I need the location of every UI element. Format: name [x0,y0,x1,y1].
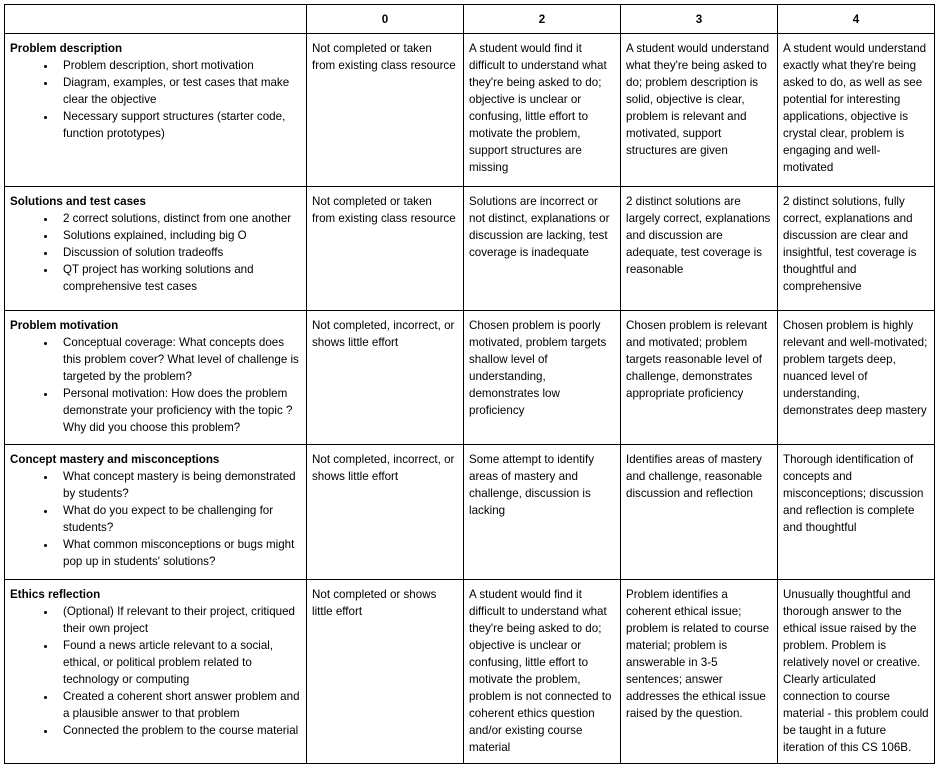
score-cell-4: A student would understand exactly what … [777,33,935,187]
criterion-title: Concept mastery and misconceptions [10,453,220,466]
score-cell-2: Solutions are incorrect or not distinct,… [463,186,621,311]
criterion-title: Solutions and test cases [10,195,146,208]
criterion-cell: Problem motivation Conceptual coverage: W… [4,310,307,445]
criterion-bullets: What concept mastery is being demonstrat… [10,468,301,570]
score-cell-2: Some attempt to identify areas of master… [463,444,621,580]
criterion-title: Problem motivation [10,319,119,332]
list-item: (Optional) If relevant to their project,… [57,603,301,637]
list-item: Necessary support structures (starter co… [57,108,301,142]
score-cell-3: A student would understand what they're … [620,33,778,187]
list-item: 2 correct solutions, distinct from one a… [57,210,301,227]
criterion-bullets: (Optional) If relevant to their project,… [10,603,301,739]
score-cell-3: 2 distinct solutions are largely correct… [620,186,778,311]
criterion-bullets: Conceptual coverage: What concepts does … [10,334,301,436]
list-item: Created a coherent short answer problem … [57,688,301,722]
header-score-3: 3 [620,4,778,34]
score-cell-0: Not completed, incorrect, or shows littl… [306,310,464,445]
list-item: Diagram, examples, or test cases that ma… [57,74,301,108]
criterion-bullets: Problem description, short motivationDia… [10,57,301,142]
criterion-cell: Problem description Problem description, … [4,33,307,187]
score-cell-2: A student would find it difficult to und… [463,579,621,764]
score-cell-3: Identifies areas of mastery and challeng… [620,444,778,580]
list-item: Problem description, short motivation [57,57,301,74]
header-criteria [4,4,307,34]
score-cell-0: Not completed or shows little effort [306,579,464,764]
score-cell-4: Chosen problem is highly relevant and we… [777,310,935,445]
score-cell-4: 2 distinct solutions, fully correct, exp… [777,186,935,311]
criterion-title: Ethics reflection [10,588,101,601]
score-cell-0: Not completed, incorrect, or shows littl… [306,444,464,580]
list-item: Connected the problem to the course mate… [57,722,301,739]
score-cell-3: Problem identifies a coherent ethical is… [620,579,778,764]
header-score-2: 2 [463,4,621,34]
header-score-4: 4 [777,4,935,34]
criterion-bullets: 2 correct solutions, distinct from one a… [10,210,301,295]
score-cell-3: Chosen problem is relevant and motivated… [620,310,778,445]
table-row: Ethics reflection (Optional) If relevant … [4,579,935,764]
criterion-cell: Solutions and test cases 2 correct soluti… [4,186,307,311]
criterion-cell: Ethics reflection (Optional) If relevant … [4,579,307,764]
criterion-title: Problem description [10,42,123,55]
table-row: Solutions and test cases 2 correct soluti… [4,186,935,311]
list-item: Discussion of solution tradeoffs [57,244,301,261]
score-cell-2: Chosen problem is poorly motivated, prob… [463,310,621,445]
list-item: Personal motivation: How does the proble… [57,385,301,436]
list-item: QT project has working solutions and com… [57,261,301,295]
score-cell-2: A student would find it difficult to und… [463,33,621,187]
score-cell-0: Not completed or taken from existing cla… [306,33,464,187]
criterion-cell: Concept mastery and misconceptions What c… [4,444,307,580]
list-item: What do you expect to be challenging for… [57,502,301,536]
score-cell-4: Thorough identification of concepts and … [777,444,935,580]
header-score-0: 0 [306,4,464,34]
list-item: Conceptual coverage: What concepts does … [57,334,301,385]
list-item: Solutions explained, including big O [57,227,301,244]
score-cell-0: Not completed or taken from existing cla… [306,186,464,311]
list-item: Found a news article relevant to a socia… [57,637,301,688]
table-row: Problem description Problem description, … [4,33,935,187]
table-row: Concept mastery and misconceptions What c… [4,444,935,580]
score-cell-4: Unusually thoughtful and thorough answer… [777,579,935,764]
table-row: Problem motivation Conceptual coverage: W… [4,310,935,445]
list-item: What concept mastery is being demonstrat… [57,468,301,502]
list-item: What common misconceptions or bugs might… [57,536,301,570]
